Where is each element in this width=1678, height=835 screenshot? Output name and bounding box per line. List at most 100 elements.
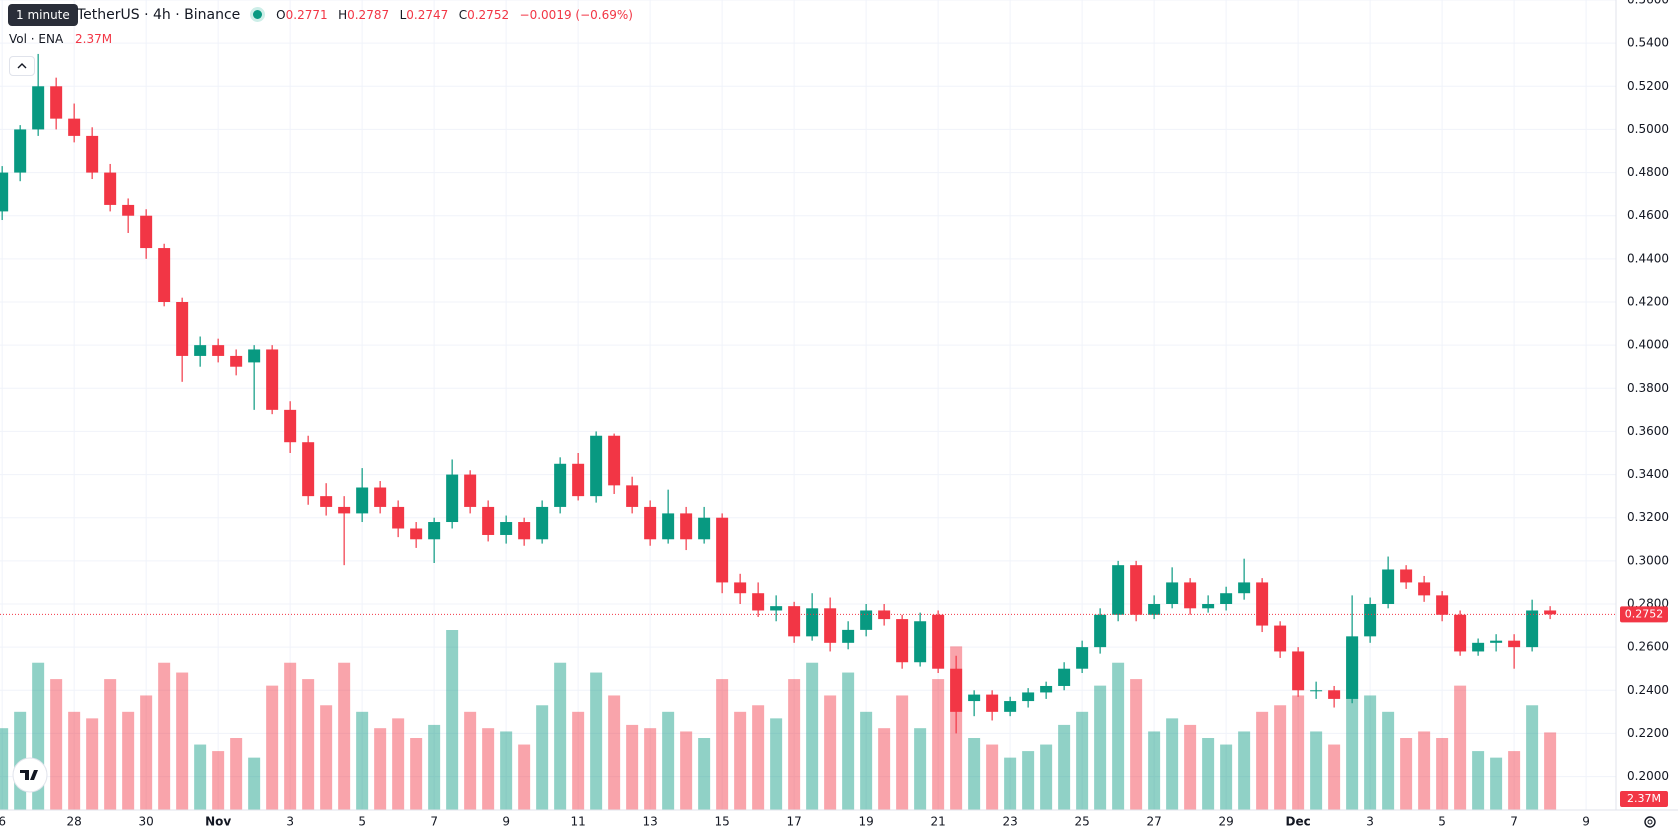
candle-body	[1490, 640, 1503, 643]
x-tick-label: 7	[1510, 815, 1518, 829]
candle-body	[14, 129, 27, 173]
y-tick-label: 0.5400	[1627, 36, 1669, 50]
candle-body	[320, 496, 333, 507]
volume-bar	[1310, 731, 1323, 810]
volume-bar	[284, 662, 297, 810]
volume-bar	[878, 728, 891, 810]
candle-body	[986, 694, 999, 712]
volume-bar	[122, 711, 135, 810]
volume-bar	[1274, 705, 1287, 810]
candle-body	[860, 610, 873, 630]
candle-body	[590, 435, 603, 497]
candle-body	[50, 86, 63, 119]
volume-bar	[230, 738, 243, 810]
candle-body	[392, 506, 405, 529]
volume-bar	[1166, 718, 1179, 810]
candle-body	[284, 409, 297, 443]
last-volume-tag	[1620, 791, 1668, 807]
volume-bar	[1508, 751, 1521, 810]
y-tick-label: 0.5600	[1627, 0, 1669, 7]
candle-body	[1292, 651, 1305, 691]
volume-bar	[266, 685, 279, 810]
candle-body	[1040, 685, 1053, 693]
candle-body	[230, 355, 243, 367]
candle-body	[86, 135, 99, 173]
last-price-label: 0.2752	[1625, 607, 1664, 620]
x-tick-label: 11	[571, 815, 586, 829]
candle-body	[1472, 642, 1485, 652]
candle-body	[1130, 565, 1143, 615]
candle-body	[302, 442, 315, 497]
y-tick-label: 0.3000	[1627, 553, 1669, 567]
candle-body	[1544, 610, 1557, 615]
candle-body	[68, 118, 81, 136]
volume-bar	[752, 705, 765, 810]
candle-body	[1346, 636, 1359, 699]
settings-button[interactable]	[1644, 816, 1656, 828]
candle-body	[788, 606, 801, 637]
volume-bar	[626, 724, 639, 810]
candle-body	[356, 487, 369, 514]
x-tick-label: 29	[1218, 815, 1233, 829]
volume-bar	[1418, 731, 1431, 810]
candle-body	[0, 172, 9, 212]
volume-bar	[176, 672, 189, 810]
volume-bar	[932, 679, 945, 810]
y-tick-label: 0.2600	[1627, 640, 1669, 654]
last-volume-label: 2.37M	[1627, 792, 1661, 805]
volume-bar	[716, 679, 729, 810]
last-price-tag	[1620, 606, 1668, 623]
x-tick-label: 3	[1366, 815, 1374, 829]
candle-body	[644, 506, 657, 540]
volume-bar	[518, 744, 531, 810]
candle-body	[1004, 701, 1017, 712]
volume-bar	[842, 672, 855, 810]
volume-bar	[770, 718, 783, 810]
volume-bar	[1490, 757, 1503, 810]
x-tick-label: 17	[786, 815, 801, 829]
volume-bar	[572, 711, 585, 810]
candle-body	[194, 345, 207, 356]
candle-body	[572, 463, 585, 497]
volume-bar	[212, 751, 225, 810]
volume-bar	[788, 679, 801, 810]
change: −0.0019 (−0.69%)	[519, 8, 633, 22]
candle-layer	[0, 53, 1557, 734]
candle-body	[32, 86, 45, 130]
candle-body	[680, 513, 693, 540]
symbol-title[interactable]: TetherUS · 4h · Binance	[77, 7, 241, 23]
logo-circle	[12, 757, 48, 793]
candle-body	[176, 301, 189, 356]
volume-bar	[104, 679, 117, 810]
volume-bar	[896, 695, 909, 810]
h-label: H	[338, 8, 348, 22]
volume-bar	[968, 738, 981, 810]
candle-body	[428, 522, 441, 540]
candle-body	[1220, 593, 1233, 604]
settings-icon-core	[1647, 819, 1653, 825]
x-tick-label: 13	[643, 815, 658, 829]
y-tick-label: 0.3800	[1627, 381, 1669, 395]
l-label: L	[399, 8, 407, 22]
collapse-button[interactable]	[9, 56, 35, 76]
volume-bar	[554, 662, 567, 810]
o-label: O	[276, 8, 286, 22]
candle-body	[1094, 614, 1107, 648]
volume-bar	[1202, 738, 1215, 810]
grid	[0, 0, 1616, 810]
candle-body	[1022, 692, 1035, 702]
candle-body	[1436, 595, 1449, 615]
volume-bar	[1058, 724, 1071, 810]
volume-bar	[536, 705, 549, 810]
x-tick-label: 27	[1146, 815, 1161, 829]
candle-body	[608, 435, 621, 486]
y-tick-label: 0.4600	[1627, 208, 1669, 222]
y-tick-label: 0.4200	[1627, 294, 1669, 308]
volume-bar	[428, 724, 441, 810]
candle-body	[536, 506, 549, 540]
candle-body	[932, 614, 945, 669]
candle-body	[662, 513, 675, 540]
candle-body	[1310, 690, 1323, 692]
candle-body	[824, 608, 837, 643]
candle-body	[1382, 569, 1395, 604]
